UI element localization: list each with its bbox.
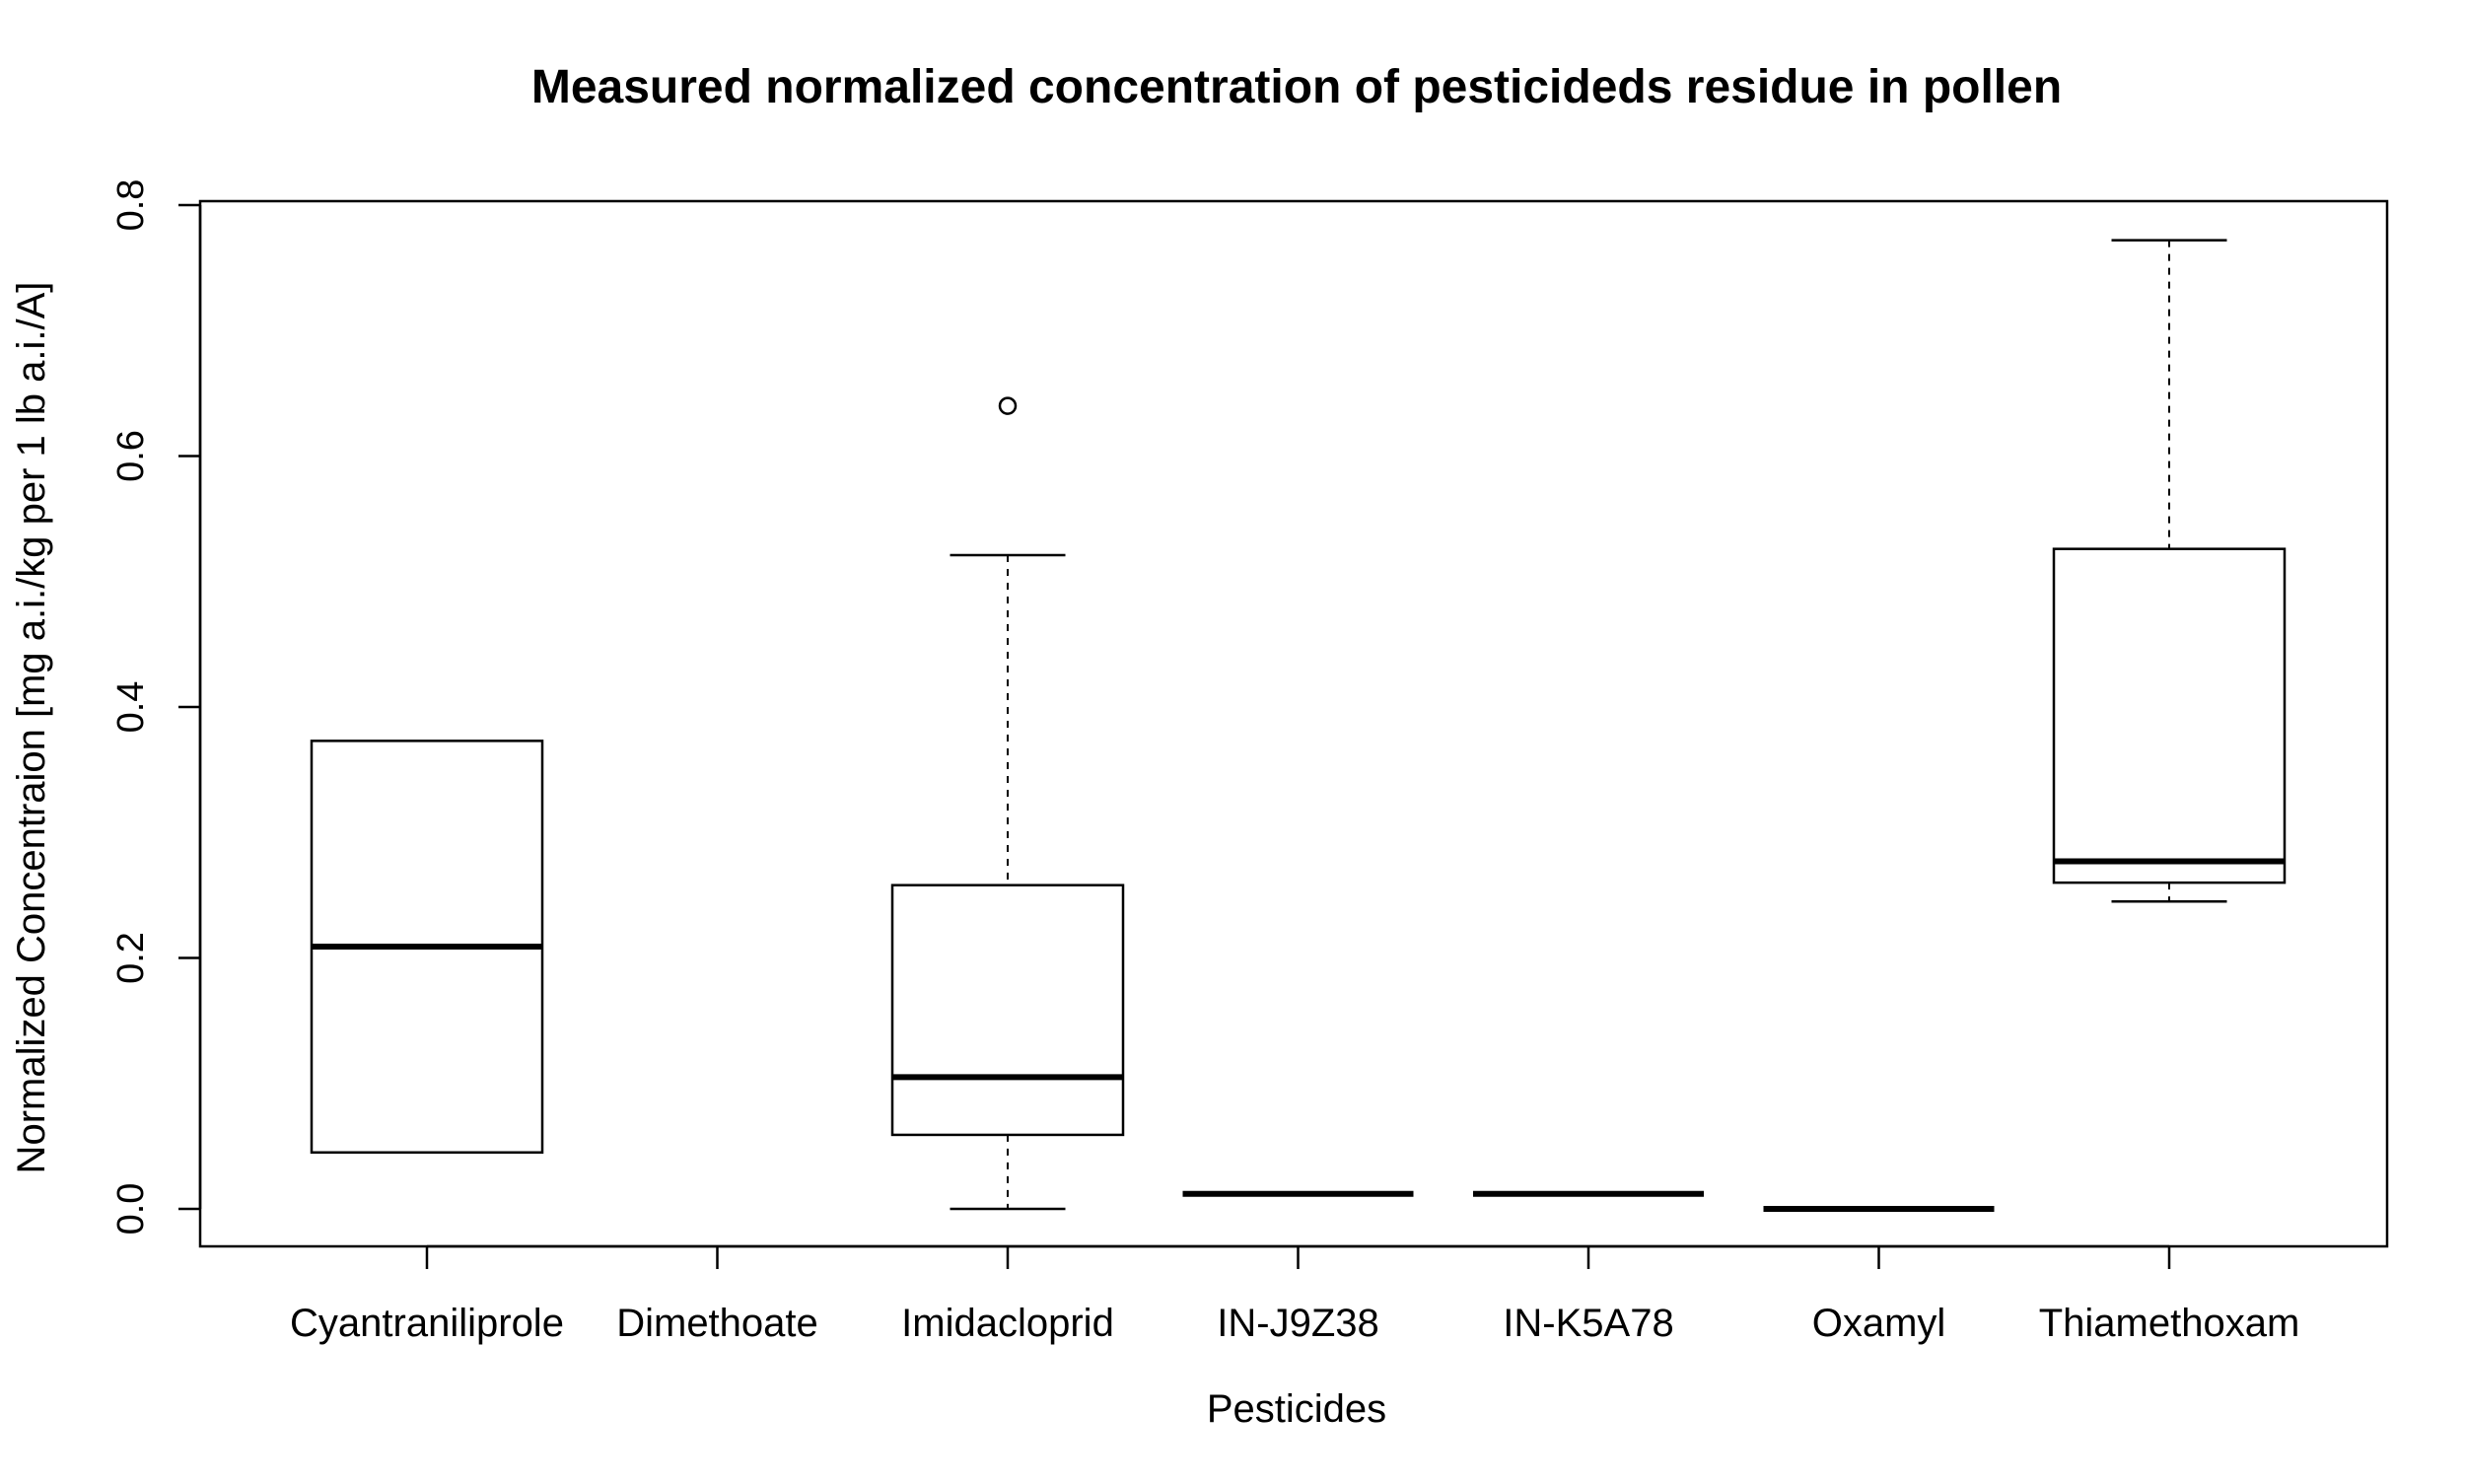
x-axis: Cyantraniliprole Dimethoate Imidacloprid IN… bbox=[290, 1244, 2300, 1345]
y-tick-label: 0.6 bbox=[110, 430, 152, 482]
x-tick-label: Imidacloprid bbox=[901, 1302, 1114, 1345]
x-tick-label: Thiamethoxam bbox=[2039, 1302, 2300, 1345]
y-tick-label: 0.4 bbox=[110, 681, 152, 734]
x-tick-label: IN-J9Z38 bbox=[1217, 1302, 1379, 1345]
box-series bbox=[310, 239, 2287, 1212]
plot-frame bbox=[198, 199, 2389, 1248]
box-imidacloprid bbox=[890, 396, 1125, 1211]
x-tick-label: Dimethoate bbox=[616, 1302, 818, 1345]
outlier-point bbox=[998, 396, 1018, 415]
chart-title: Measured normalized concentration of pes… bbox=[531, 61, 2062, 113]
y-tick-label: 0.2 bbox=[110, 932, 152, 984]
box-cyantraniliprole bbox=[310, 740, 544, 1154]
iqr-box bbox=[2052, 547, 2287, 884]
x-axis-label: Pesticides bbox=[1207, 1387, 1386, 1431]
x-tick-label: Oxamyl bbox=[1812, 1302, 1946, 1345]
x-tick-label: Cyantraniliprole bbox=[290, 1302, 564, 1345]
iqr-box bbox=[890, 883, 1125, 1137]
y-axis: 0.0 0.2 0.4 0.6 0.8 bbox=[110, 179, 202, 1236]
y-axis-label: Normalized Concentraion [mg a.i./kg per … bbox=[10, 282, 53, 1174]
y-tick-label: 0.8 bbox=[110, 179, 152, 232]
box-thiamethoxam bbox=[2052, 239, 2287, 903]
y-tick-label: 0.0 bbox=[110, 1183, 152, 1236]
x-tick-label: IN-K5A78 bbox=[1503, 1302, 1673, 1345]
